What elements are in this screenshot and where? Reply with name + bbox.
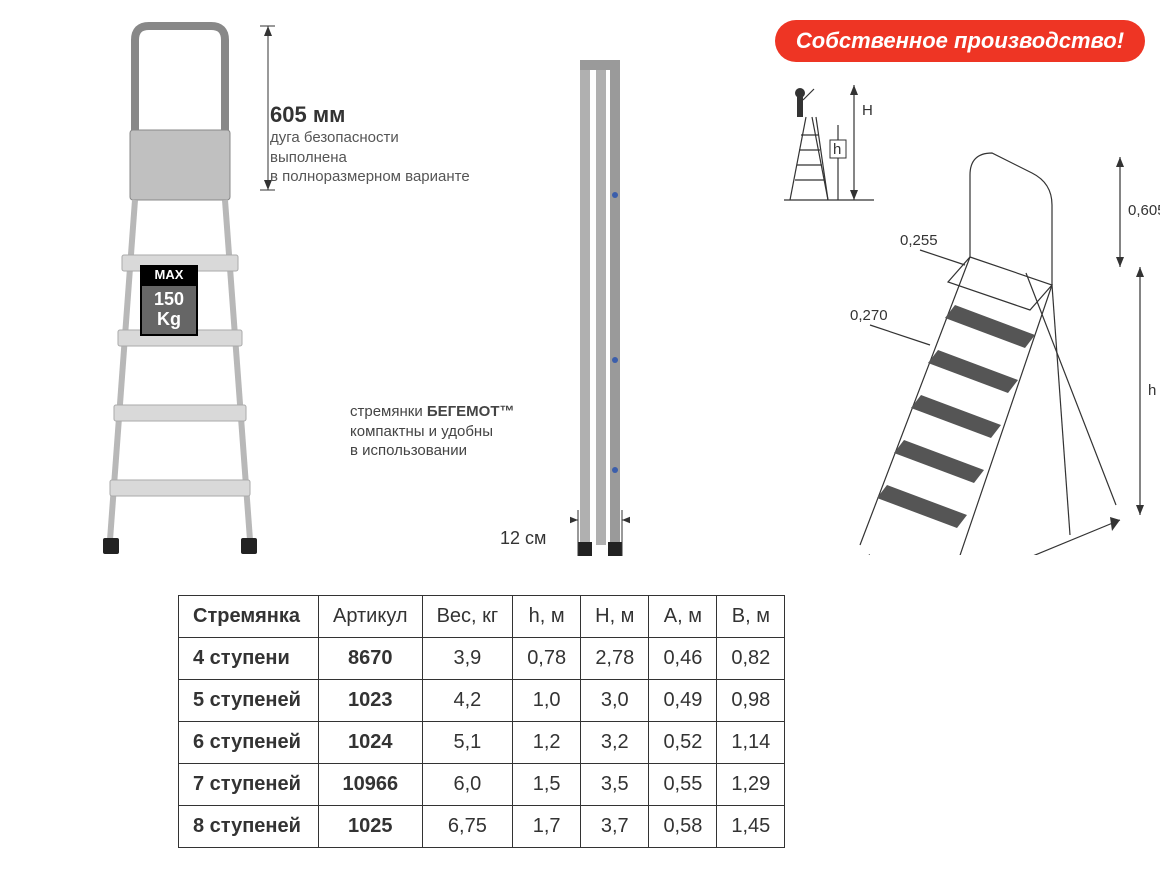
label-platform-w: 0,255	[900, 232, 938, 249]
col-article: Артикул	[319, 596, 423, 638]
label-height-h: h	[1148, 382, 1156, 399]
col-B: B, м	[717, 596, 785, 638]
max-load-tag: MAX 150 Kg	[140, 265, 198, 336]
technical-drawing: H h	[760, 75, 1160, 555]
label-small-h: h	[833, 141, 841, 158]
table-row: 7 ступеней109666,01,53,50,551,29	[179, 764, 785, 806]
folded-ladder-illustration	[570, 60, 630, 560]
folded-caption: стремянки БЕГЕМОТ™ компактны и удобныв и…	[350, 402, 560, 461]
panel-technical-drawing: H h	[760, 75, 1160, 555]
label-arc-height: 0,605	[1128, 202, 1160, 219]
own-production-badge: Собственное производство!	[775, 20, 1145, 62]
max-load-value: 150 Kg	[140, 284, 198, 336]
label-tread-depth: 0,270	[850, 307, 888, 324]
col-A: A, м	[649, 596, 717, 638]
panel-folded-ladder: стремянки БЕГЕМОТ™ компактны и удобныв и…	[440, 60, 740, 560]
table-row: 8 ступеней10256,751,73,70,581,45	[179, 806, 785, 848]
table-row: 6 ступеней10245,11,23,20,521,14	[179, 722, 785, 764]
label-big-H: H	[862, 102, 873, 119]
folded-width-label: 12 см	[500, 528, 546, 549]
col-h: h, м	[513, 596, 581, 638]
table-row: 5 ступеней10234,21,03,00,490,98	[179, 680, 785, 722]
table-header-row: Стремянка Артикул Вес, кг h, м H, м A, м…	[179, 596, 785, 638]
table-row: 4 ступени86703,90,782,780,460,82	[179, 638, 785, 680]
max-label: MAX	[140, 265, 198, 284]
panel-front-ladder: 605 мм дуга безопасности выполненав полн…	[40, 20, 400, 560]
col-model: Стремянка	[179, 596, 319, 638]
col-H: H, м	[581, 596, 649, 638]
spec-table: Стремянка Артикул Вес, кг h, м H, м A, м…	[178, 595, 785, 848]
col-weight: Вес, кг	[422, 596, 513, 638]
